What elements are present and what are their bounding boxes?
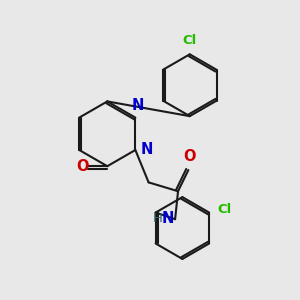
- Text: H: H: [153, 212, 163, 225]
- Text: Cl: Cl: [218, 202, 232, 215]
- Text: N: N: [161, 211, 174, 226]
- Text: N: N: [131, 98, 144, 113]
- Text: O: O: [76, 159, 89, 174]
- Text: N: N: [141, 142, 153, 158]
- Text: O: O: [184, 149, 196, 164]
- Text: Cl: Cl: [183, 34, 197, 47]
